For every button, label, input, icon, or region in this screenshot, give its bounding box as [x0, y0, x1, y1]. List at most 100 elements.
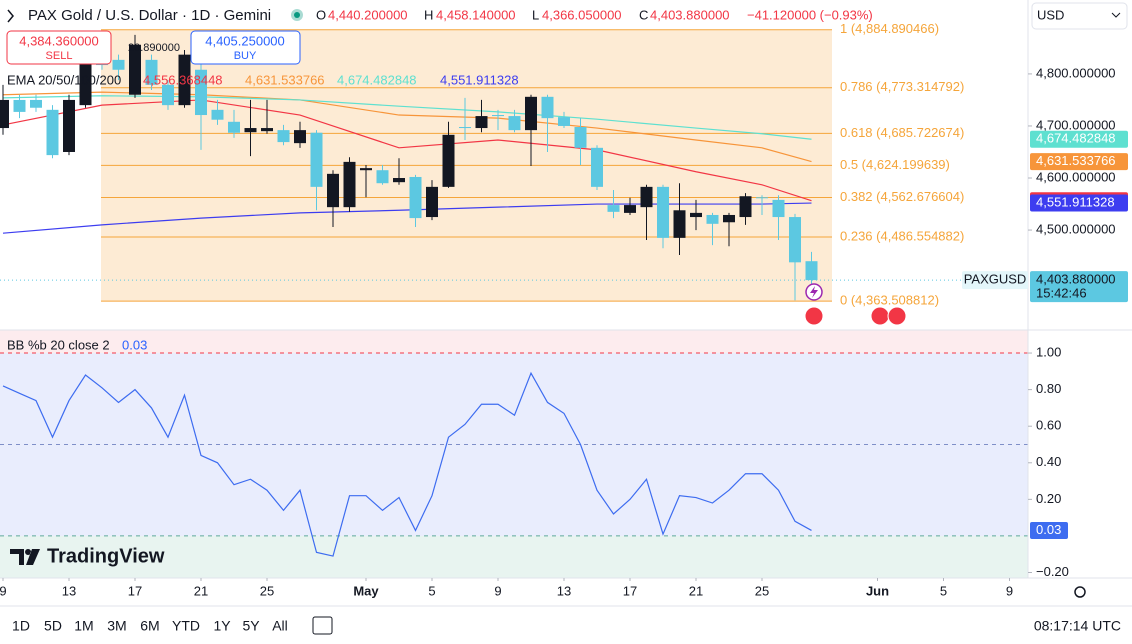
- x-tick-label: 9: [0, 583, 7, 598]
- ema-legend: EMA 20/50/100/200 4,556.368448 4,631.533…: [7, 72, 519, 87]
- fibonacci: 1 (4,884.890466) 0.786 (4,773.314792) 0.61…: [101, 21, 964, 308]
- candle-body: [63, 99, 75, 152]
- ema-title: EMA 20/50/100/200: [7, 72, 121, 87]
- range-button[interactable]: YTD: [172, 618, 200, 634]
- buy-button[interactable]: [190, 30, 301, 65]
- candle-body: [475, 116, 488, 129]
- candle-body: [624, 205, 636, 213]
- candle-body: [673, 210, 686, 238]
- bb-upper-zone: [0, 330, 1028, 354]
- ema-value: 4,551.911328: [440, 72, 519, 87]
- candle-body: [13, 99, 26, 112]
- fib-label: 0.236 (4,486.554882): [840, 228, 964, 243]
- candle-body: [261, 128, 273, 132]
- range-button[interactable]: 1Y: [213, 618, 231, 634]
- y-tick-label: −0.20: [1036, 564, 1069, 579]
- high-value: 4,458.140000: [436, 7, 516, 22]
- sell-price: 4,384.360000: [19, 33, 99, 48]
- candle-body: [294, 130, 306, 144]
- dropdown-icon: [1111, 12, 1121, 18]
- currency-select[interactable]: [1031, 2, 1128, 30]
- ema-price-label: 4,674.482848: [1036, 131, 1116, 146]
- x-tick-label: 25: [755, 583, 769, 598]
- axes: 4,500.000000 4,600.000000 4,700.000000 4,80…: [0, 0, 1132, 598]
- backgrounds: [0, 330, 1028, 578]
- open-value: 4,440.200000: [328, 7, 408, 22]
- candle-body: [591, 147, 603, 187]
- range-button[interactable]: 1D: [12, 618, 30, 634]
- event-flag[interactable]: [870, 306, 890, 326]
- x-tick-label: 17: [128, 583, 142, 598]
- change-value: −41.120000 (−0.93%): [747, 7, 873, 22]
- candle-body: [459, 127, 471, 129]
- candle-body: [178, 54, 191, 106]
- candle-body: [393, 178, 405, 183]
- candle-body: [30, 99, 42, 108]
- range-button[interactable]: 3M: [107, 618, 126, 634]
- event-icons: [804, 283, 907, 326]
- candle-body: [145, 59, 158, 85]
- sell-label: SELL: [46, 50, 73, 62]
- candle-body: [0, 99, 9, 129]
- range-button[interactable]: 5Y: [242, 618, 260, 634]
- spread: 20.890000: [128, 42, 180, 54]
- x-tick-label: 5: [940, 583, 947, 598]
- collapse-icon[interactable]: [7, 9, 14, 23]
- y-tick-label: 1.00: [1036, 344, 1061, 359]
- range-button[interactable]: 6M: [140, 618, 159, 634]
- x-tick-label: 21: [194, 583, 208, 598]
- candle-body: [508, 116, 521, 131]
- range-button[interactable]: 5D: [44, 618, 62, 634]
- ema-line: [2, 91, 812, 163]
- bb-line: [2, 371, 812, 557]
- countdown-label: 15:42:46: [1036, 286, 1087, 301]
- range-button[interactable]: All: [272, 618, 288, 634]
- candle-body: [162, 84, 174, 106]
- candle-body: [492, 115, 504, 117]
- ema-value: 4,556.368448: [143, 72, 223, 87]
- low-label: L: [532, 7, 539, 22]
- candle-body: [442, 134, 455, 187]
- candle-body: [558, 117, 570, 126]
- event-flag[interactable]: [887, 306, 907, 326]
- candle-body: [805, 261, 818, 281]
- candle-body: [211, 109, 224, 120]
- open-label: O: [316, 7, 326, 22]
- bb-value-label: 0.03: [1036, 522, 1061, 537]
- bb-value: 0.03: [122, 337, 147, 352]
- calendar-icon[interactable]: [312, 616, 333, 635]
- event-flag[interactable]: [804, 306, 824, 326]
- clock: 08:17:14 UTC: [1034, 618, 1121, 634]
- candle-body: [360, 168, 372, 171]
- ema-line: [2, 95, 812, 140]
- bb-title: BB %b 20 close 2: [7, 337, 110, 352]
- settings-icon[interactable]: [1074, 586, 1086, 598]
- range-button[interactable]: 1M: [74, 618, 93, 634]
- candle-body: [46, 109, 59, 156]
- buy-label: BUY: [234, 50, 257, 62]
- logo-text: TradingView: [47, 545, 165, 567]
- ema-price-label: 4,551.911328: [1036, 194, 1115, 209]
- sell-button[interactable]: [6, 30, 112, 65]
- high-label: H: [424, 7, 433, 22]
- lightning: [810, 286, 818, 298]
- fib-label: 0.5 (4,624.199639): [840, 157, 950, 172]
- candle-body: [195, 69, 207, 116]
- symbol-tag: [962, 271, 1028, 290]
- candles: [0, 34, 818, 301]
- ema-price-box: [1030, 153, 1128, 171]
- candle-body: [112, 59, 125, 70]
- candle-body: [789, 217, 801, 263]
- candle-body: [574, 127, 587, 148]
- x-tick-label: 5: [428, 583, 435, 598]
- x-tick-label: 9: [1006, 583, 1013, 598]
- fib-label: 0 (4,363.508812): [840, 293, 939, 308]
- y-tick-label: 4,600.000000: [1036, 169, 1116, 184]
- candle-body: [706, 214, 719, 224]
- trade-panel: 4,384.360000 SELL 20.890000 4,405.250000…: [6, 30, 301, 65]
- candle-body: [657, 186, 669, 238]
- market-status-dot: [294, 12, 300, 18]
- candle-body: [739, 196, 752, 218]
- y-tick-label: 4,800.000000: [1036, 65, 1116, 80]
